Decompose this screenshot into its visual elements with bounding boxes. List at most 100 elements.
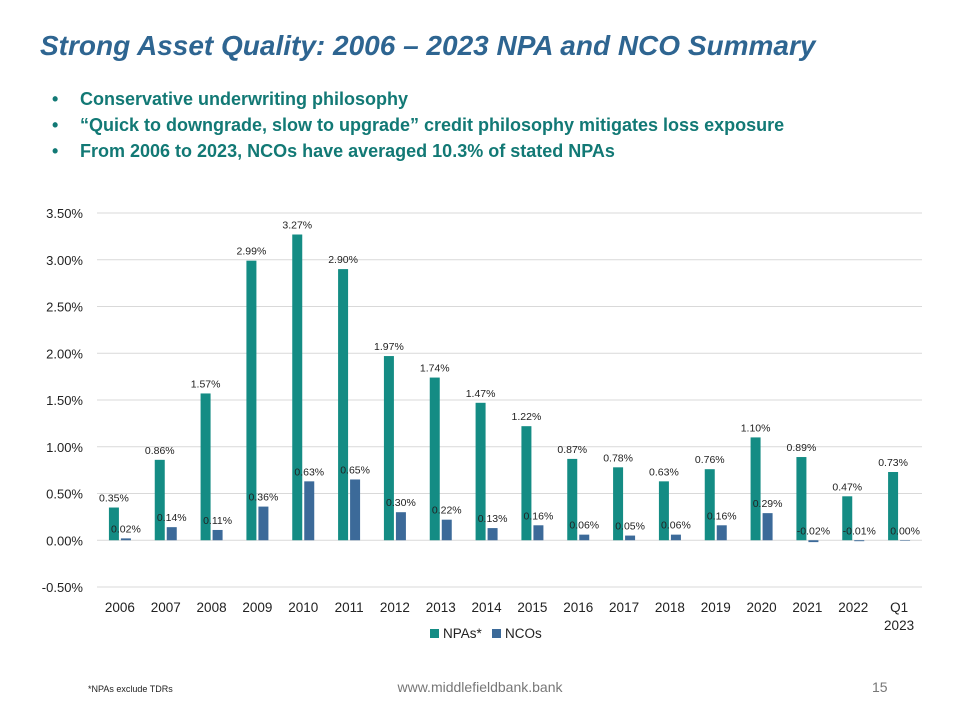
npa-data-label: 2.90% — [328, 254, 358, 266]
npa-bar — [200, 393, 211, 541]
npa-data-label: 0.35% — [99, 493, 129, 505]
x-tick-label: 2014 — [472, 600, 503, 615]
nco-bar — [304, 481, 315, 541]
npa-data-label: 3.27% — [282, 220, 312, 232]
npa-data-label: 0.63% — [649, 466, 679, 478]
npa-data-label: 1.57% — [191, 378, 221, 390]
npa-data-label: 0.87% — [557, 444, 587, 456]
npa-data-label: 1.97% — [374, 341, 404, 353]
nco-bar — [762, 513, 773, 541]
x-tick-label: 2007 — [151, 600, 181, 615]
bullet-dot: • — [52, 115, 59, 135]
bullet-item: • Conservative underwriting philosophy — [52, 86, 784, 112]
x-tick-label: 2017 — [609, 600, 639, 615]
nco-data-label: 0.06% — [569, 520, 599, 532]
x-tick-label: 2015 — [517, 600, 547, 615]
x-tick-label: 2012 — [380, 600, 410, 615]
npa-bar — [567, 458, 578, 541]
bullet-dot: • — [52, 141, 59, 161]
x-tick-label: 2009 — [242, 600, 272, 615]
legend-label: NPAs* — [443, 626, 483, 641]
legend-swatch — [430, 629, 439, 638]
x-tick-label: 2013 — [426, 600, 456, 615]
bullet-text: “Quick to downgrade, slow to upgrade” cr… — [80, 115, 785, 135]
nco-data-label: 0.65% — [340, 464, 370, 476]
x-tick-label: 2011 — [335, 600, 364, 615]
nco-data-label: 0.22% — [432, 505, 462, 517]
nco-data-label: 0.13% — [478, 513, 508, 525]
nco-data-label: 0.36% — [249, 492, 279, 504]
npa-data-label: 0.89% — [787, 442, 817, 454]
npa-nco-bar-chart: -0.50% 0.00% 0.50% 1.00% 1.50% 2.00% 2.50% 3.00… — [42, 206, 922, 641]
npa-bar — [154, 459, 165, 541]
nco-data-label: 0.14% — [157, 512, 187, 524]
npa-bar — [338, 269, 349, 541]
nco-data-label: 0.02% — [111, 523, 141, 535]
nco-data-label: 0.29% — [753, 498, 783, 510]
page-number: 15 — [872, 679, 888, 695]
npa-data-label: 0.76% — [695, 454, 725, 466]
footnote: *NPAs exclude TDRs — [88, 684, 173, 694]
y-tick-label: -0.50% — [42, 580, 84, 595]
nco-data-label: 0.16% — [524, 510, 554, 522]
npa-bar — [842, 496, 853, 541]
nco-bar — [350, 479, 361, 541]
bullet-item: • “Quick to downgrade, slow to upgrade” c… — [52, 112, 784, 138]
npa-bar — [521, 426, 532, 541]
nco-bar — [120, 538, 131, 541]
nco-bar — [579, 534, 590, 541]
y-tick-label: 1.50% — [46, 393, 83, 408]
x-tick-label: 2020 — [747, 600, 777, 615]
y-tick-label: 2.50% — [46, 300, 83, 315]
nco-data-label: 0.05% — [615, 521, 645, 533]
nco-data-label: -0.01% — [843, 525, 876, 537]
nco-data-label: 0.11% — [203, 515, 232, 527]
nco-bar — [854, 540, 865, 542]
nco-bar — [395, 512, 406, 541]
bullet-list: • Conservative underwriting philosophy • “… — [52, 86, 784, 164]
npa-bar — [292, 234, 303, 541]
bullet-text: From 2006 to 2023, NCOs have averaged 10… — [80, 141, 615, 161]
nco-bar — [900, 540, 911, 541]
x-tick-label: 2006 — [105, 600, 135, 615]
x-tick-label: Q1 — [890, 600, 908, 615]
npa-data-label: 1.22% — [512, 411, 542, 423]
npa-bar — [246, 260, 257, 541]
npa-bar — [383, 356, 394, 541]
x-tick-label: 2010 — [288, 600, 318, 615]
y-tick-label: 1.00% — [46, 440, 83, 455]
npa-bar — [613, 467, 624, 541]
nco-data-label: 0.30% — [386, 497, 416, 509]
nco-bar — [212, 529, 223, 541]
x-tick-label: 2016 — [563, 600, 593, 615]
npa-bar — [475, 402, 486, 541]
npa-data-label: 1.10% — [741, 422, 771, 434]
y-tick-label: 3.50% — [46, 206, 83, 221]
legend-label: NCOs — [505, 626, 542, 641]
legend-swatch — [492, 629, 501, 638]
npa-data-label: 0.73% — [878, 457, 908, 469]
npa-data-label: 1.74% — [420, 363, 450, 375]
npa-bar — [658, 481, 669, 541]
npa-bar — [750, 437, 761, 541]
nco-bar — [258, 506, 269, 541]
nco-bar — [441, 519, 452, 541]
bullet-dot: • — [52, 89, 59, 109]
x-tick-label: 2018 — [655, 600, 685, 615]
x-tick-label: 2022 — [838, 600, 868, 615]
nco-data-label: 0.00% — [890, 525, 920, 537]
bullet-text: Conservative underwriting philosophy — [80, 89, 409, 109]
footer-url: www.middlefieldbank.bank — [397, 679, 563, 695]
nco-data-label: 0.16% — [707, 510, 737, 522]
npa-data-label: 0.86% — [145, 445, 175, 457]
npa-bar — [888, 471, 899, 541]
nco-bar — [533, 525, 544, 541]
nco-bar — [670, 534, 681, 541]
bullet-item: • From 2006 to 2023, NCOs have averaged 1… — [52, 138, 784, 164]
nco-bar — [166, 527, 177, 541]
npa-data-label: 0.78% — [603, 452, 633, 464]
nco-data-label: 0.63% — [294, 466, 324, 478]
nco-bar — [716, 525, 727, 541]
nco-data-label: 0.06% — [661, 520, 691, 532]
npa-bar — [429, 377, 440, 541]
